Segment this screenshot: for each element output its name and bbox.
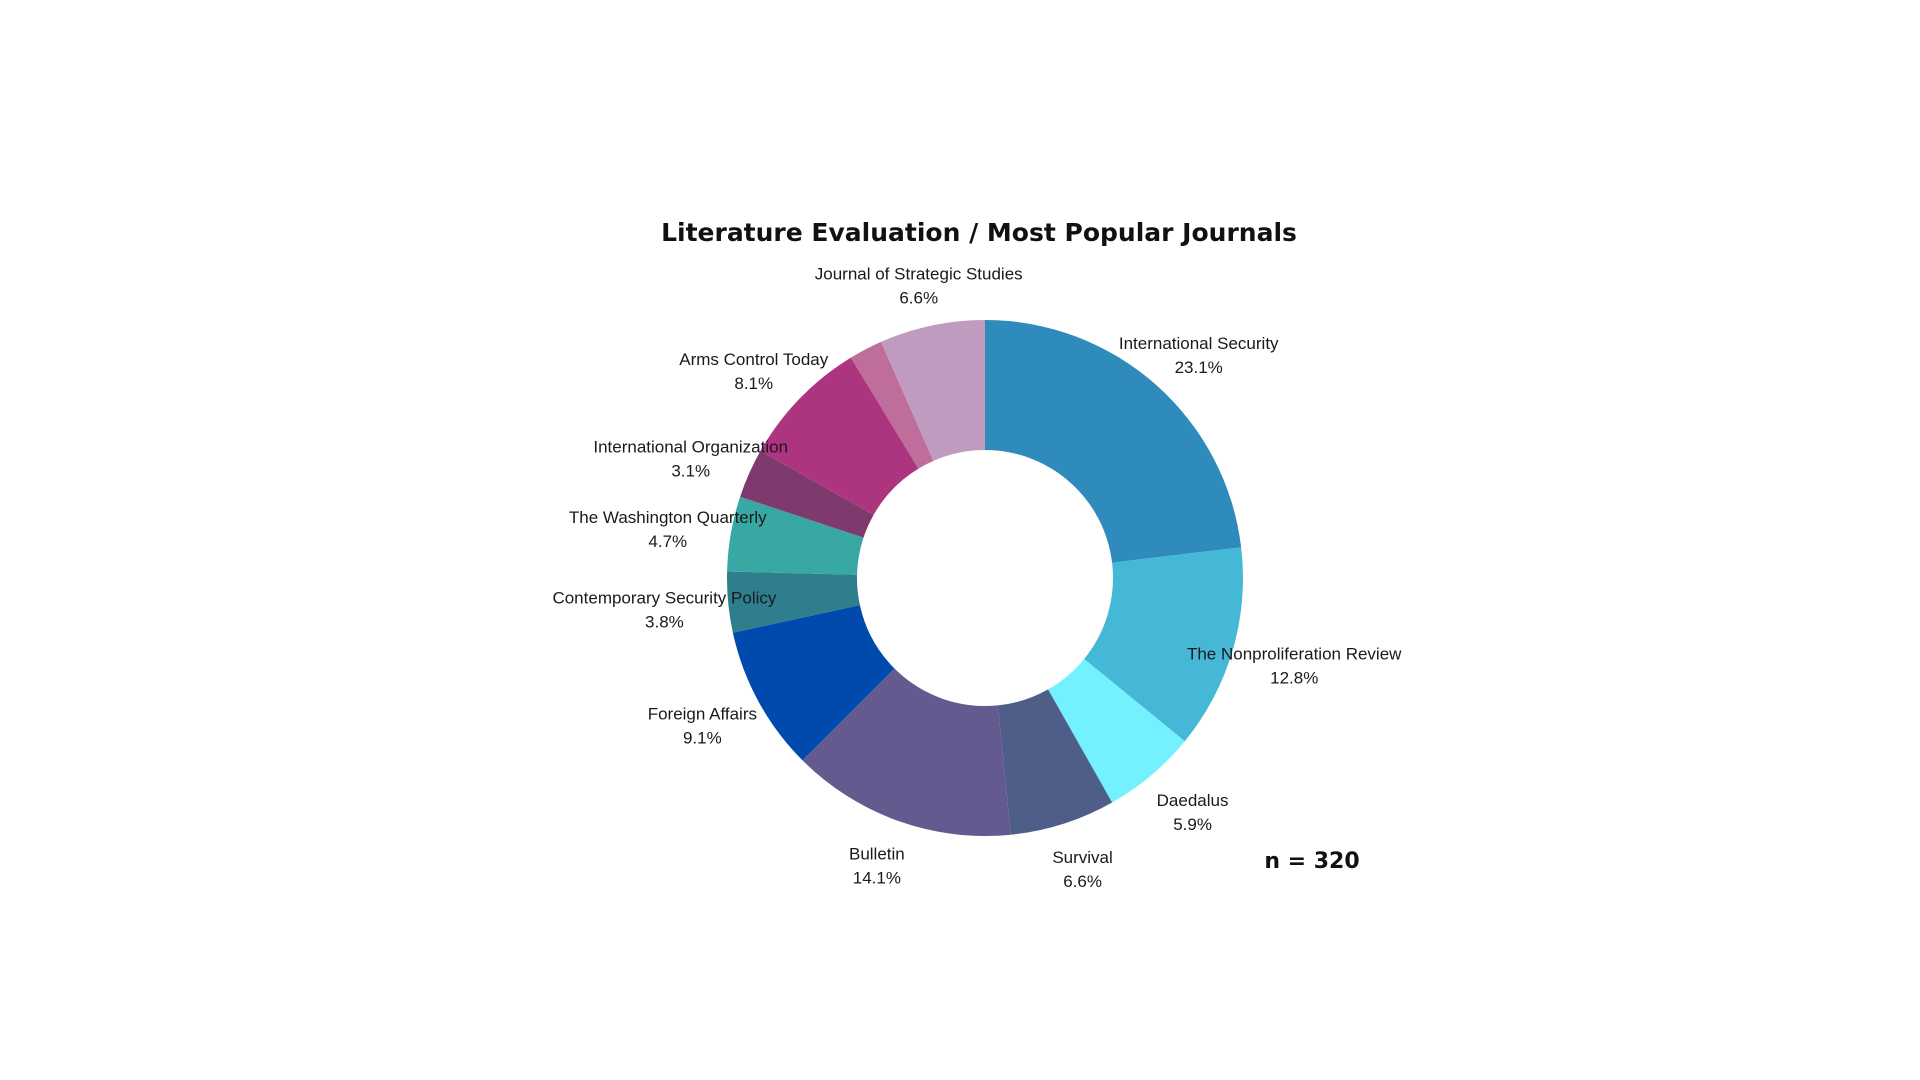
slice-value-daedalus: 5.9%	[1173, 815, 1212, 834]
slice-the-nonproliferation-review	[1084, 547, 1243, 742]
slice-value-arms-control-today: 8.1%	[734, 374, 773, 393]
slice-label-daedalus: Daedalus	[1157, 791, 1229, 810]
slice-label-international-organization: International Organization	[593, 437, 788, 456]
slice-the-washington-quarterly	[727, 496, 864, 575]
slice-value-the-washington-quarterly: 4.7%	[648, 532, 687, 551]
chart-title: Literature Evaluation / Most Popular Jou…	[661, 218, 1297, 247]
slice-labels: International Security 23.1% The Nonprolif…	[552, 264, 1402, 890]
slice-value-contemporary-security-policy: 3.8%	[645, 612, 684, 631]
slice-label-contemporary-security-policy: Contemporary Security Policy	[552, 588, 776, 607]
slice-label-journal-of-strategic-studies: Journal of Strategic Studies	[815, 264, 1023, 283]
slice-international-security	[985, 320, 1242, 563]
slice-survival	[997, 689, 1113, 835]
slice-foreign-affairs	[732, 605, 895, 761]
slice-arms-control-today	[760, 357, 919, 515]
slice-label-bulletin: Bulletin	[849, 844, 905, 863]
slice-journal-of-strategic-studies	[881, 320, 985, 461]
slice-value-international-organization: 3.1%	[671, 461, 710, 480]
slice-value-international-security: 23.1%	[1175, 358, 1223, 377]
donut-slices	[727, 320, 1243, 836]
slice-daedalus	[1048, 658, 1185, 803]
slice-value-bulletin: 14.1%	[853, 868, 901, 887]
slice-label-the-washington-quarterly: The Washington Quarterly	[569, 508, 767, 527]
slice-label-the-nonproliferation-review: The Nonproliferation Review	[1187, 644, 1402, 663]
slice-value-journal-of-strategic-studies: 6.6%	[899, 288, 938, 307]
slice-international-organization	[740, 450, 874, 538]
slice-value-survival: 6.6%	[1063, 872, 1102, 891]
slice-value-the-nonproliferation-review: 12.8%	[1270, 668, 1318, 687]
slice-value-foreign-affairs: 9.1%	[683, 729, 722, 748]
slice-label-arms-control-today: Arms Control Today	[679, 350, 828, 369]
sample-size-label: n = 320	[1264, 849, 1359, 874]
slice-label-international-security: International Security	[1119, 334, 1279, 353]
slice-label-foreign-affairs: Foreign Affairs	[648, 705, 757, 724]
slice-contemporary-security-policy	[727, 571, 860, 633]
slice-bulletin	[802, 668, 1011, 836]
slice-label-survival: Survival	[1052, 848, 1112, 867]
slice-unlabeled-10	[850, 341, 934, 469]
